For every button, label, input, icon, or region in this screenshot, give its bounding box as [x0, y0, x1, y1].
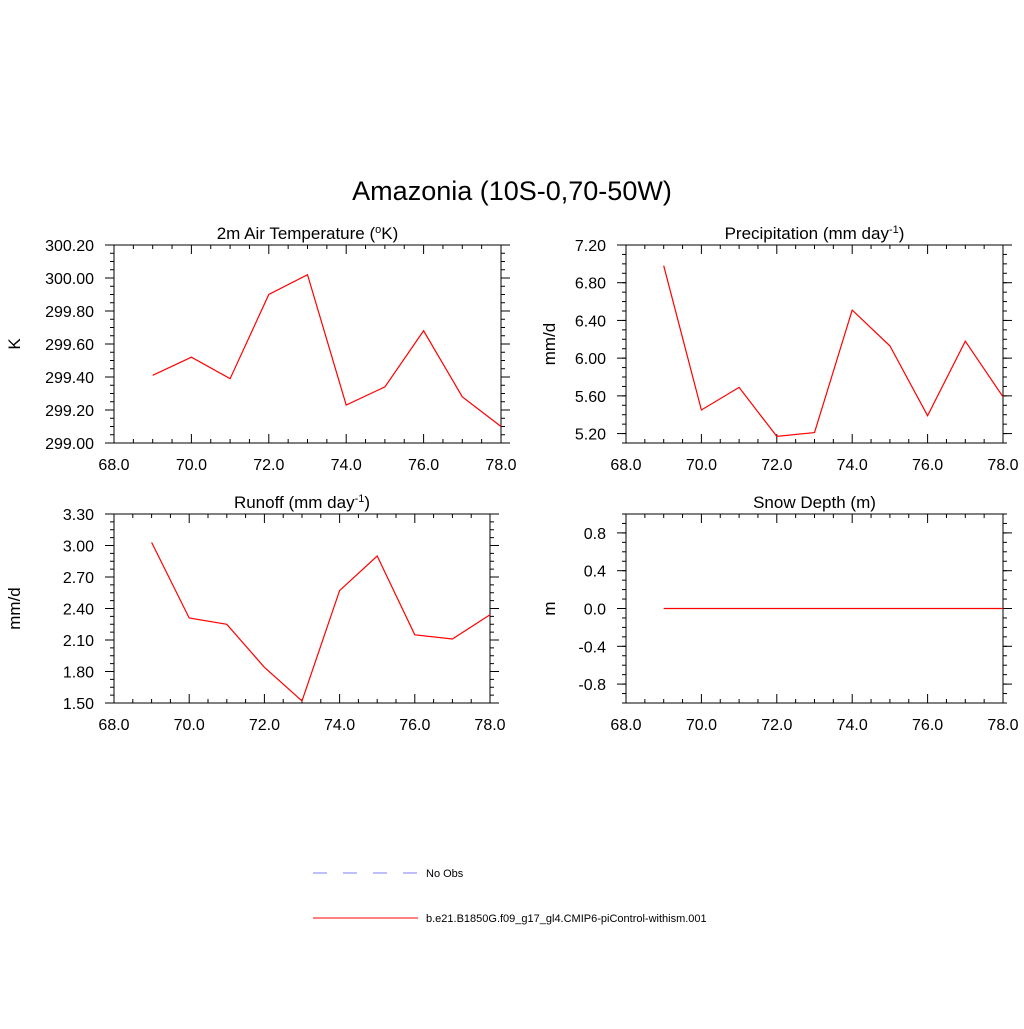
- y-tick-label: 3.30: [63, 507, 94, 524]
- panel-title: Snow Depth (m): [753, 493, 876, 512]
- x-tick-label: 72.0: [253, 457, 284, 474]
- x-tick-label: 74.0: [324, 717, 355, 734]
- legend-model-label: b.e21.B1850G.f09_g17_gl4.CMIP6-piControl…: [426, 913, 707, 925]
- panel-precip: 68.0 70.0 72.0 74.0 76.0 78.0 5.20 5.60 6.00 6.40…: [540, 224, 1019, 474]
- panel-title-suffix: ): [364, 493, 370, 512]
- x-tick-label: 78.0: [485, 457, 516, 474]
- legend-obs-label: No Obs: [426, 868, 464, 880]
- x-tick-label: 76.0: [912, 457, 943, 474]
- y-tick-label: 5.20: [575, 427, 606, 444]
- x-tick-label: 76.0: [912, 717, 943, 734]
- panel-title-text: Snow Depth (m): [753, 493, 876, 512]
- panel-title-suffix: ): [899, 224, 905, 243]
- y-axis-label: mm/d: [5, 587, 24, 630]
- y-axis-label: mm/d: [540, 323, 559, 366]
- y-tick-label: 299.60: [45, 337, 94, 354]
- panel-title: Runoff (mm day-1): [234, 493, 370, 512]
- y-tick-label: -0.8: [578, 677, 606, 694]
- x-tick-label: 70.0: [174, 717, 205, 734]
- legend: No Obs b.e21.B1850G.f09_g17_gl4.CMIP6-pi…: [313, 868, 707, 925]
- panel-title-text: 2m Air Temperature (: [217, 224, 376, 243]
- y-axis-label: K: [5, 338, 24, 350]
- x-tick-label: 68.0: [98, 717, 129, 734]
- plot-frame: [113, 513, 491, 704]
- y-tick-label: 0.8: [584, 526, 606, 543]
- y-tick-label: 299.00: [45, 436, 94, 453]
- panel-title-suffix: K): [381, 224, 398, 243]
- y-tick-label: 3.00: [63, 539, 94, 556]
- x-tick-label: 68.0: [610, 717, 641, 734]
- x-tick-label: 72.0: [249, 717, 280, 734]
- y-tick-label: 2.10: [63, 633, 94, 650]
- panel-title-text: Runoff (mm day: [234, 493, 355, 512]
- panel-title: Precipitation (mm day-1): [725, 224, 905, 243]
- x-tick-label: 76.0: [399, 717, 430, 734]
- y-tick-label: 6.40: [575, 313, 606, 330]
- y-tick-label: 6.80: [575, 276, 606, 293]
- y-tick-label: 5.60: [575, 389, 606, 406]
- y-axis-label: m: [540, 601, 559, 615]
- x-tick-label: 70.0: [686, 717, 717, 734]
- main-title: Amazonia (10S-0,70-50W): [352, 176, 672, 206]
- y-tick-label: 299.40: [45, 370, 94, 387]
- series-line: [152, 273, 502, 427]
- panel-temp: 68.0 70.0 72.0 74.0 76.0 78.0 299.00 299.20 299.…: [5, 224, 517, 474]
- y-tick-label: -0.4: [578, 639, 606, 656]
- panel-snow: 68.0 70.0 72.0 74.0 76.0 78.0 -0.8 -0.4 0.0 0.4 0.…: [540, 493, 1019, 734]
- y-tick-label: 299.80: [45, 304, 94, 321]
- x-tick-label: 78.0: [987, 717, 1018, 734]
- x-tick-label: 70.0: [176, 457, 207, 474]
- panel-title-superscript: o: [375, 224, 381, 236]
- y-tick-label: 300.20: [45, 238, 94, 255]
- y-tick-label: 6.00: [575, 351, 606, 368]
- series-line: [151, 542, 491, 702]
- x-tick-label: 78.0: [987, 457, 1018, 474]
- panel-title-superscript: -1: [355, 493, 365, 505]
- y-tick-label: 0.0: [584, 602, 606, 619]
- panels: 68.0 70.0 72.0 74.0 76.0 78.0 299.00 299.20 299.…: [5, 224, 1019, 734]
- x-tick-label: 70.0: [686, 457, 717, 474]
- y-tick-label: 1.80: [63, 665, 94, 682]
- x-tick-label: 74.0: [331, 457, 362, 474]
- y-tick-label: 2.70: [63, 570, 94, 587]
- panel-title-superscript: -1: [889, 224, 899, 236]
- x-tick-label: 78.0: [474, 717, 505, 734]
- y-tick-label: 300.00: [45, 271, 94, 288]
- panel-runoff: 68.0 70.0 72.0 74.0 76.0 78.0 1.50 1.80 2.10 2.40…: [5, 493, 506, 734]
- x-tick-label: 74.0: [837, 717, 868, 734]
- x-tick-label: 72.0: [761, 717, 792, 734]
- panel-title-text: Precipitation (mm day: [725, 224, 890, 243]
- x-tick-label: 68.0: [610, 457, 641, 474]
- x-tick-label: 74.0: [837, 457, 868, 474]
- y-tick-label: 1.50: [63, 696, 94, 713]
- y-tick-label: 0.4: [584, 564, 606, 581]
- x-tick-label: 76.0: [408, 457, 439, 474]
- y-tick-label: 7.20: [575, 238, 606, 255]
- y-tick-label: 299.20: [45, 403, 94, 420]
- x-tick-label: 68.0: [98, 457, 129, 474]
- x-tick-label: 72.0: [761, 457, 792, 474]
- series-line: [663, 265, 1004, 438]
- plot-frame: [625, 244, 1004, 444]
- panel-title: 2m Air Temperature (oK): [217, 224, 399, 243]
- y-tick-label: 2.40: [63, 602, 94, 619]
